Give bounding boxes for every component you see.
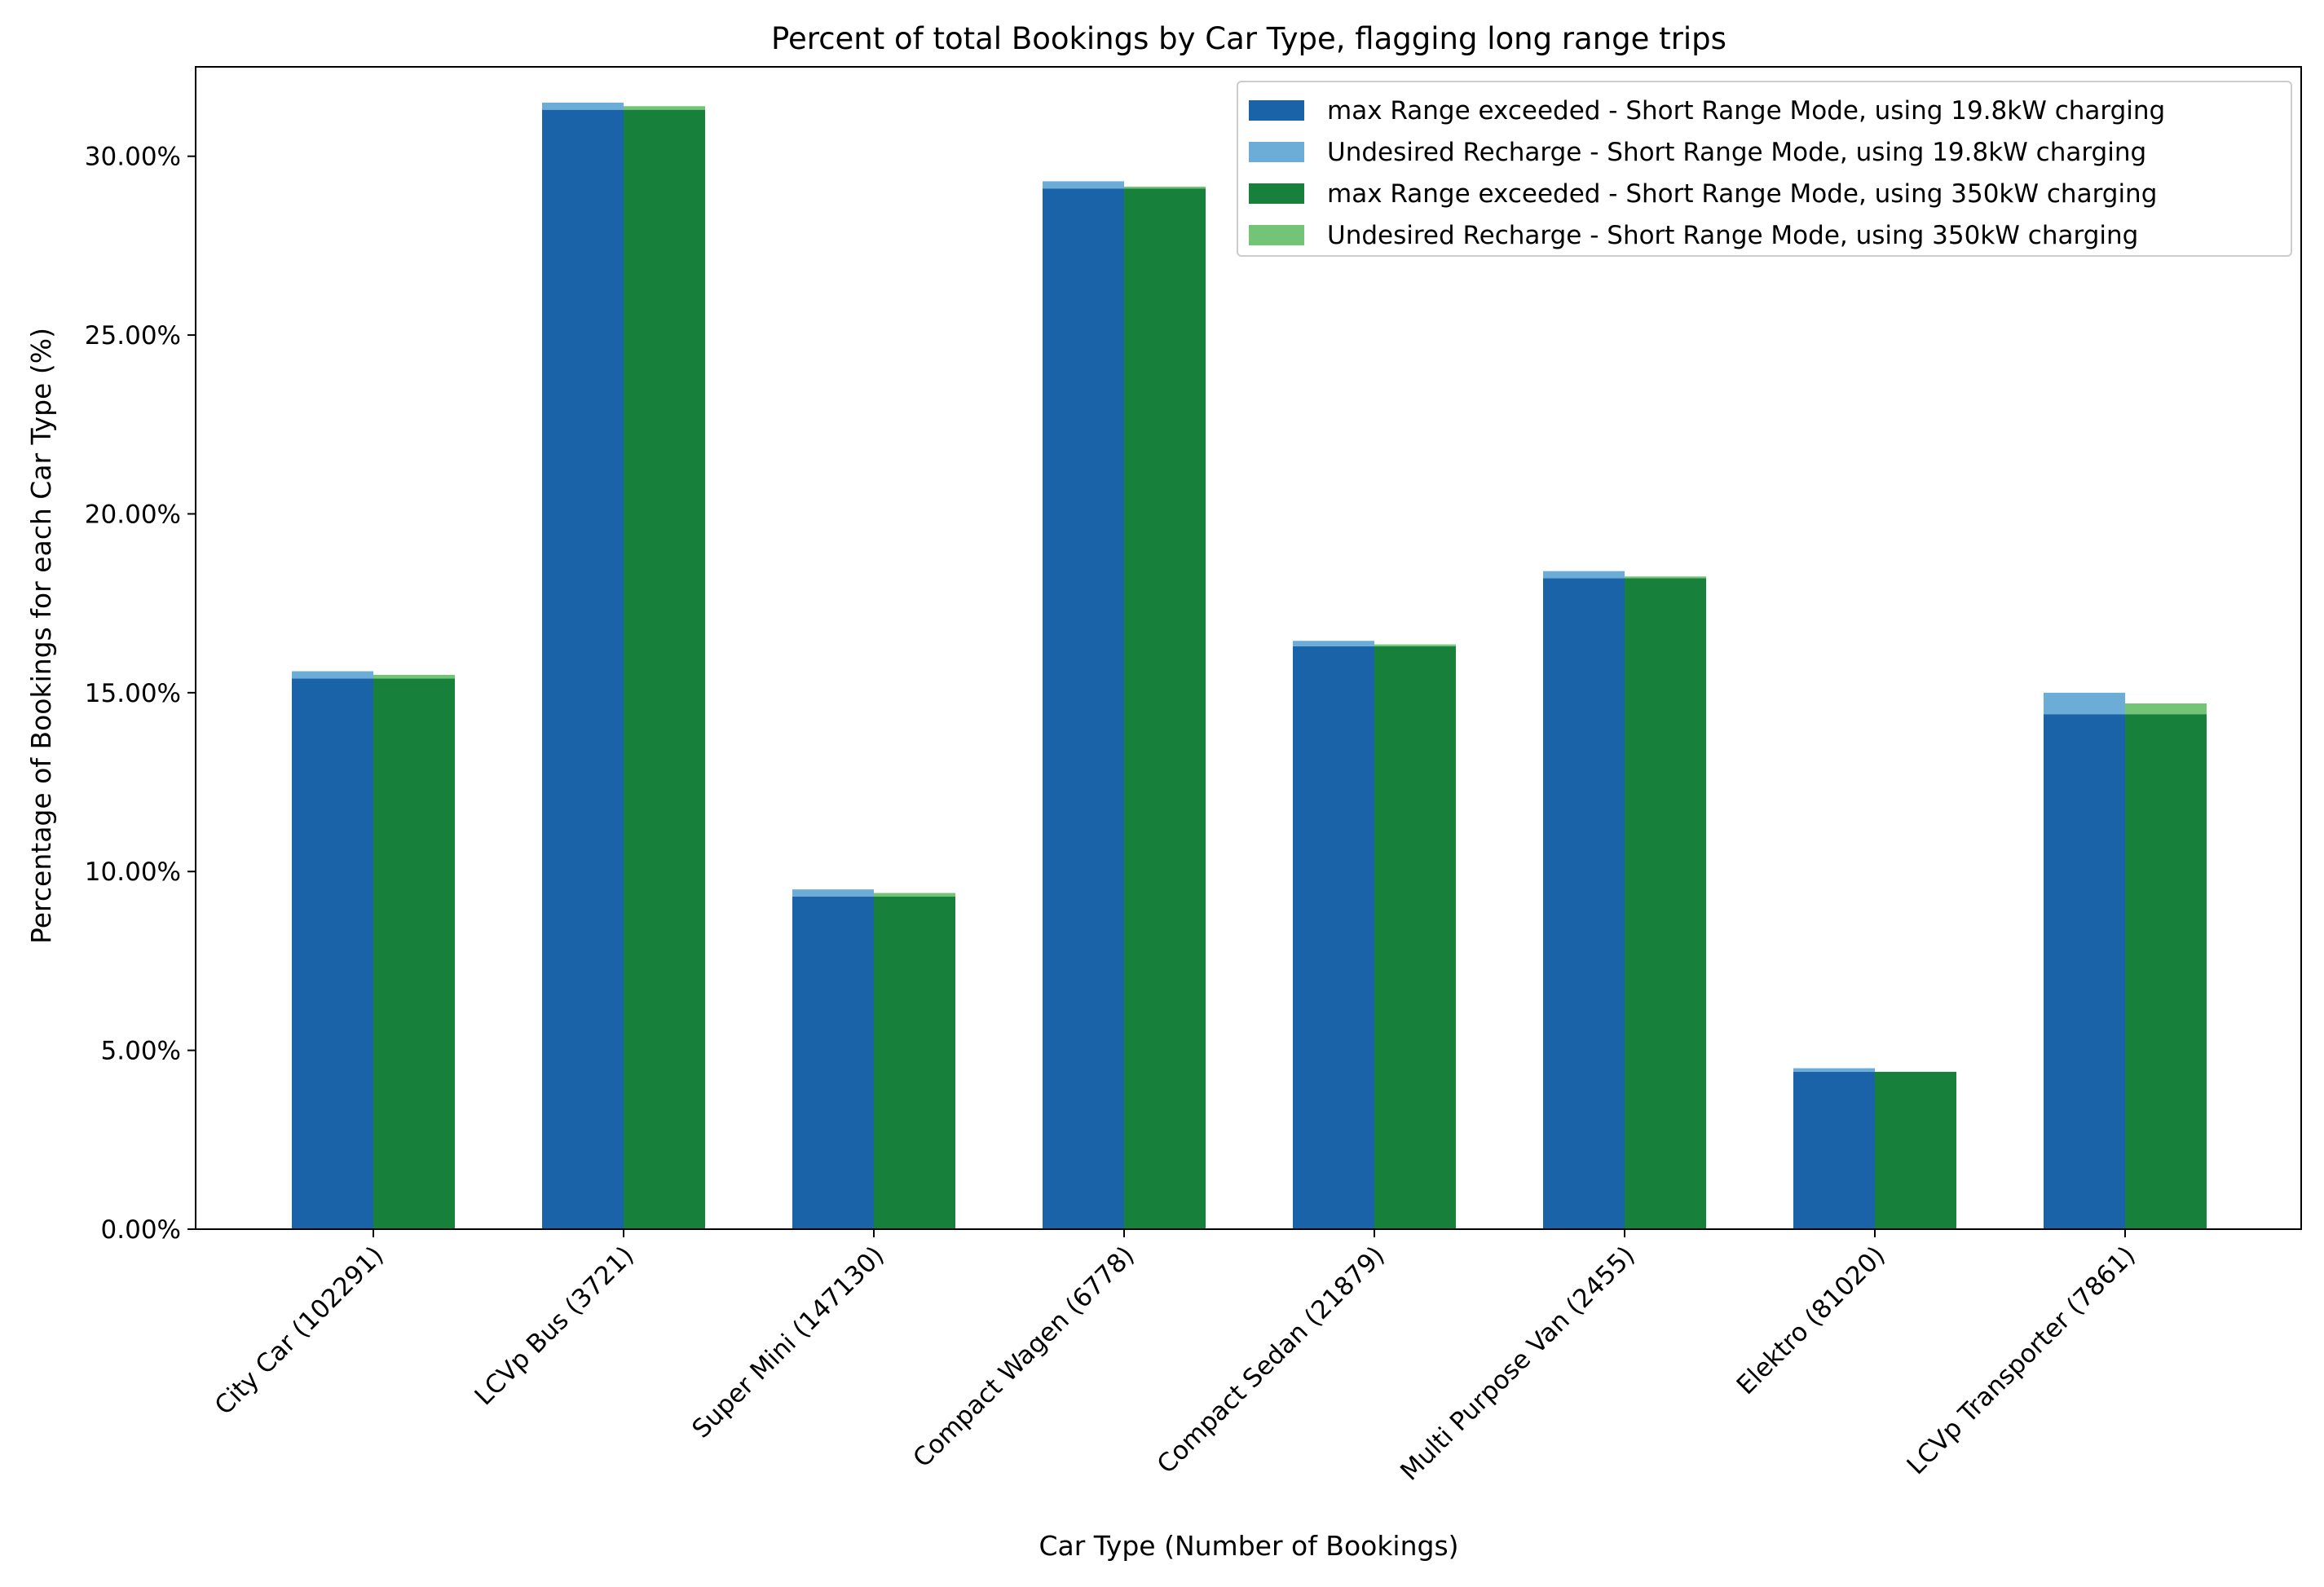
bar-g0-s0-2 xyxy=(792,896,874,1229)
bar-g0-s0-1 xyxy=(542,109,624,1229)
y-tick-label-1: 5.00% xyxy=(101,1037,181,1066)
legend-label-3: Undesired Recharge - Short Range Mode, u… xyxy=(1327,221,2138,250)
bar-g0-s0-0 xyxy=(292,678,373,1229)
bar-g0-s1-3 xyxy=(1043,181,1124,189)
y-tick-label-4: 20.00% xyxy=(85,500,181,529)
legend-label-2: max Range exceeded - Short Range Mode, u… xyxy=(1327,179,2157,209)
bar-g0-s0-5 xyxy=(1543,578,1625,1229)
bar-g0-s1-4 xyxy=(1293,641,1374,646)
bar-g0-s0-3 xyxy=(1043,188,1124,1230)
bar-g1-s0-4 xyxy=(1374,646,1456,1229)
bar-g1-s0-1 xyxy=(624,109,705,1229)
bar-g1-s1-5 xyxy=(1625,576,1706,579)
bar-g0-s1-1 xyxy=(542,102,624,110)
bar-g0-s1-5 xyxy=(1543,571,1625,579)
bar-g0-s1-2 xyxy=(792,889,874,897)
legend-swatch-2 xyxy=(1249,183,1304,204)
bar-g1-s1-7 xyxy=(2125,703,2207,715)
legend-label-1: Undesired Recharge - Short Range Mode, u… xyxy=(1327,138,2146,167)
bar-g1-s1-2 xyxy=(874,893,955,897)
bar-g0-s1-0 xyxy=(292,671,373,679)
chart-title: Percent of total Bookings by Car Type, f… xyxy=(771,21,1726,56)
bar-g1-s0-5 xyxy=(1625,578,1706,1229)
bar-g0-s1-6 xyxy=(1793,1068,1875,1072)
bar-g1-s1-0 xyxy=(373,674,455,679)
bar-g1-s1-3 xyxy=(1124,186,1206,189)
legend-swatch-1 xyxy=(1249,142,1304,162)
y-tick-label-2: 10.00% xyxy=(85,857,181,887)
legend-box xyxy=(1237,81,2292,257)
bar-g1-s1-4 xyxy=(1374,644,1456,646)
bar-g0-s0-7 xyxy=(2044,714,2125,1229)
bar-g1-s1-1 xyxy=(624,106,705,110)
y-tick-label-5: 25.00% xyxy=(85,321,181,350)
legend: max Range exceeded - Short Range Mode, u… xyxy=(1237,81,2292,257)
bar-g1-s0-3 xyxy=(1124,188,1206,1230)
y-tick-label-0: 0.00% xyxy=(101,1215,181,1245)
bar-g0-s0-6 xyxy=(1793,1071,1875,1229)
bar-g1-s0-6 xyxy=(1875,1071,1956,1229)
y-tick-label-3: 15.00% xyxy=(85,679,181,708)
bar-g0-s0-4 xyxy=(1293,646,1374,1229)
bar-g1-s0-7 xyxy=(2125,714,2207,1229)
bar-g1-s0-0 xyxy=(373,678,455,1229)
legend-swatch-3 xyxy=(1249,225,1304,245)
y-axis-label: Percentage of Bookings for each Car Type… xyxy=(25,328,57,944)
bar-g1-s0-2 xyxy=(874,896,955,1229)
legend-label-0: max Range exceeded - Short Range Mode, u… xyxy=(1327,96,2165,126)
bar-g0-s1-7 xyxy=(2044,692,2125,715)
y-tick-label-6: 30.00% xyxy=(85,143,181,172)
legend-swatch-0 xyxy=(1249,100,1304,121)
axes-frame xyxy=(195,66,2302,1230)
x-axis-label: Car Type (Number of Bookings) xyxy=(1039,1530,1458,1562)
